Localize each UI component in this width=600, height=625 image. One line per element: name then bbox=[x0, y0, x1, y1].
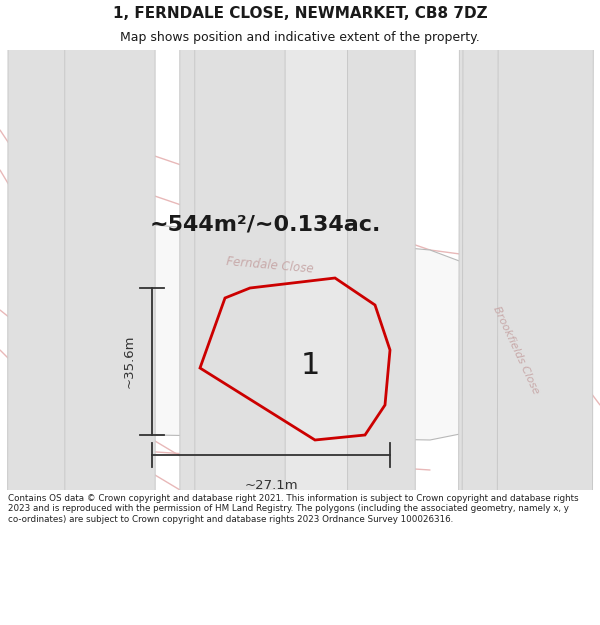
Text: Brookfields Close: Brookfields Close bbox=[491, 304, 541, 396]
Text: Map shows position and indicative extent of the property.: Map shows position and indicative extent… bbox=[120, 31, 480, 44]
Polygon shape bbox=[193, 0, 287, 625]
Polygon shape bbox=[178, 0, 292, 625]
Polygon shape bbox=[230, 0, 350, 625]
Polygon shape bbox=[8, 0, 102, 625]
Polygon shape bbox=[489, 0, 600, 625]
Polygon shape bbox=[13, 0, 107, 625]
Polygon shape bbox=[453, 0, 567, 625]
Polygon shape bbox=[128, 225, 480, 440]
Polygon shape bbox=[448, 0, 572, 625]
Polygon shape bbox=[4, 0, 86, 625]
Text: ~27.1m: ~27.1m bbox=[244, 479, 298, 492]
Text: ~35.6m: ~35.6m bbox=[123, 335, 136, 388]
Polygon shape bbox=[63, 0, 157, 625]
Text: Contains OS data © Crown copyright and database right 2021. This information is : Contains OS data © Crown copyright and d… bbox=[8, 494, 578, 524]
Polygon shape bbox=[323, 0, 417, 625]
Text: 1, FERNDALE CLOSE, NEWMARKET, CB8 7DZ: 1, FERNDALE CLOSE, NEWMARKET, CB8 7DZ bbox=[113, 6, 487, 21]
Polygon shape bbox=[11, 0, 99, 625]
Text: ~544m²/~0.134ac.: ~544m²/~0.134ac. bbox=[149, 215, 380, 235]
Text: Ferndale Close: Ferndale Close bbox=[226, 255, 314, 275]
Text: 1: 1 bbox=[301, 351, 320, 379]
